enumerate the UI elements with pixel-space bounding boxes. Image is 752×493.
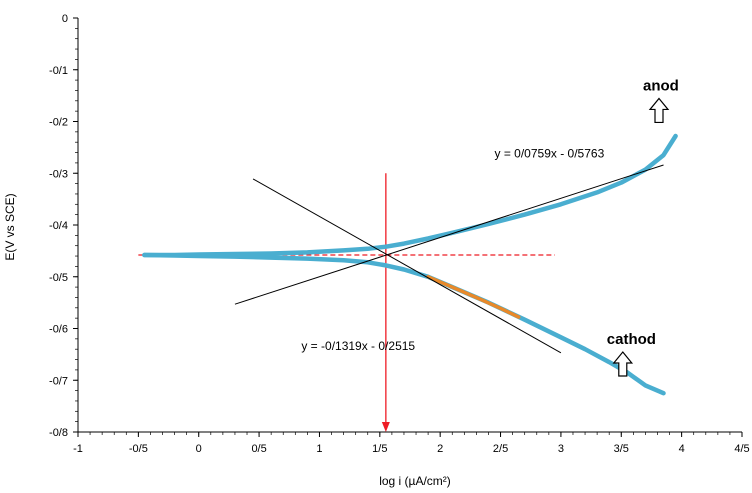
x-tick-label: -1: [73, 443, 83, 455]
x-tick-label: 3: [558, 443, 564, 455]
x-tick-label: -0/5: [129, 443, 148, 455]
x-tick-label: 2/5: [493, 443, 508, 455]
anodic-tafel-line: [234, 164, 664, 305]
x-tick-label: 3/5: [614, 443, 629, 455]
anodic-equation: y = 0/0759x - 0/5763: [495, 147, 605, 161]
y-tick-label: -0/6: [49, 324, 68, 336]
series-layer: [142, 133, 678, 396]
x-tick-label: 4: [679, 443, 685, 455]
x-ticks: -1 -0/5 0 0/5 1 1/5 2 2/5 3 3/5 4 4/5: [73, 432, 750, 455]
corrosion-current-arrowhead: [381, 422, 390, 432]
tafel-lines: [234, 164, 664, 354]
x-tick-label: 4/5: [734, 443, 749, 455]
anodic-curve: [142, 133, 678, 258]
y-tick-label: -0/8: [49, 427, 68, 439]
x-tick-label: 2: [437, 443, 443, 455]
annotations: y = 0/0759x - 0/5763 y = -0/1319x - 0/251…: [301, 77, 679, 377]
y-tick-label: 0: [62, 13, 68, 25]
cathod-label: cathod: [607, 331, 656, 348]
y-tick-label: -0/5: [49, 272, 68, 284]
y-axis-title: E(V vs SCE): [3, 193, 17, 260]
up-arrow-icon: [612, 351, 634, 377]
anod-label: anod: [643, 77, 679, 94]
y-tick-label: -0/1: [49, 65, 68, 77]
y-tick-label: -0/2: [49, 117, 68, 129]
x-tick-label: 0/5: [251, 443, 266, 455]
y-tick-label: -0/3: [49, 168, 68, 180]
x-tick-label: 1: [316, 443, 322, 455]
cathodic-curve: [142, 252, 666, 396]
cathodic-equation: y = -0/1319x - 0/2515: [301, 339, 415, 353]
x-tick-label: 1/5: [372, 443, 387, 455]
up-arrow-icon: [648, 97, 670, 124]
x-tick-label: 0: [196, 443, 202, 455]
x-axis-title: log i (µA/cm²): [379, 474, 451, 488]
y-tick-label: -0/4: [49, 220, 68, 232]
tafel-fit-region: [426, 275, 521, 319]
cathodic-tafel-line: [252, 178, 562, 354]
reference-lines: [138, 173, 555, 432]
y-ticks: 0 -0/1 -0/2 -0/3 -0/4 -0/5 -0/6 -0/7 -0/8: [49, 13, 78, 439]
y-tick-label: -0/7: [49, 375, 68, 387]
